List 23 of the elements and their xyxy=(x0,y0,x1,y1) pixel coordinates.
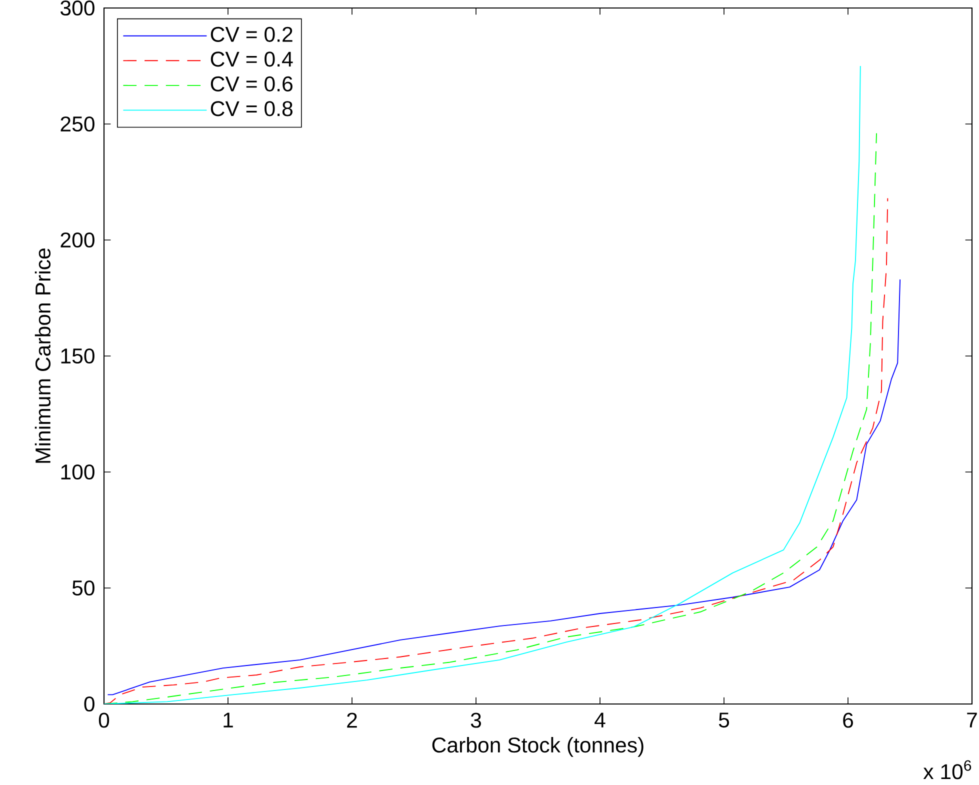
x-tick-label: 6 xyxy=(843,712,853,728)
legend-label: CV = 0.4 xyxy=(210,52,293,67)
x-tick-label: 1 xyxy=(224,712,233,728)
y-tick-label: 50 xyxy=(72,580,94,596)
x-tick-label: 7 xyxy=(967,712,977,728)
text: x 10$^{6}$ xyxy=(923,760,972,780)
line-series xyxy=(107,278,901,696)
y-tick-label: 200 xyxy=(60,232,94,248)
y-tick-label: 0 xyxy=(84,696,94,712)
x-tick-label: 5 xyxy=(718,712,730,728)
y-axis-title: Minimum Carbon Price xyxy=(34,248,51,463)
x-tick-label: 2 xyxy=(347,712,357,728)
x-axis-title: Carbon Stock (tonnes) xyxy=(432,736,644,757)
x-tick-label: 3 xyxy=(470,712,481,728)
x-tick-label: 4 xyxy=(594,712,606,728)
legend-label: CV = 0.8 xyxy=(210,101,292,116)
legend-label: CV = 0.6 xyxy=(210,76,292,92)
y-tick-label: 150 xyxy=(61,348,94,364)
y-tick-label: 300 xyxy=(60,0,94,16)
x-tick-label: 0 xyxy=(98,712,110,728)
legend-label: CV = 0.2 xyxy=(210,26,292,42)
y-tick-label: 100 xyxy=(61,464,94,480)
y-tick-label: 250 xyxy=(60,116,94,132)
